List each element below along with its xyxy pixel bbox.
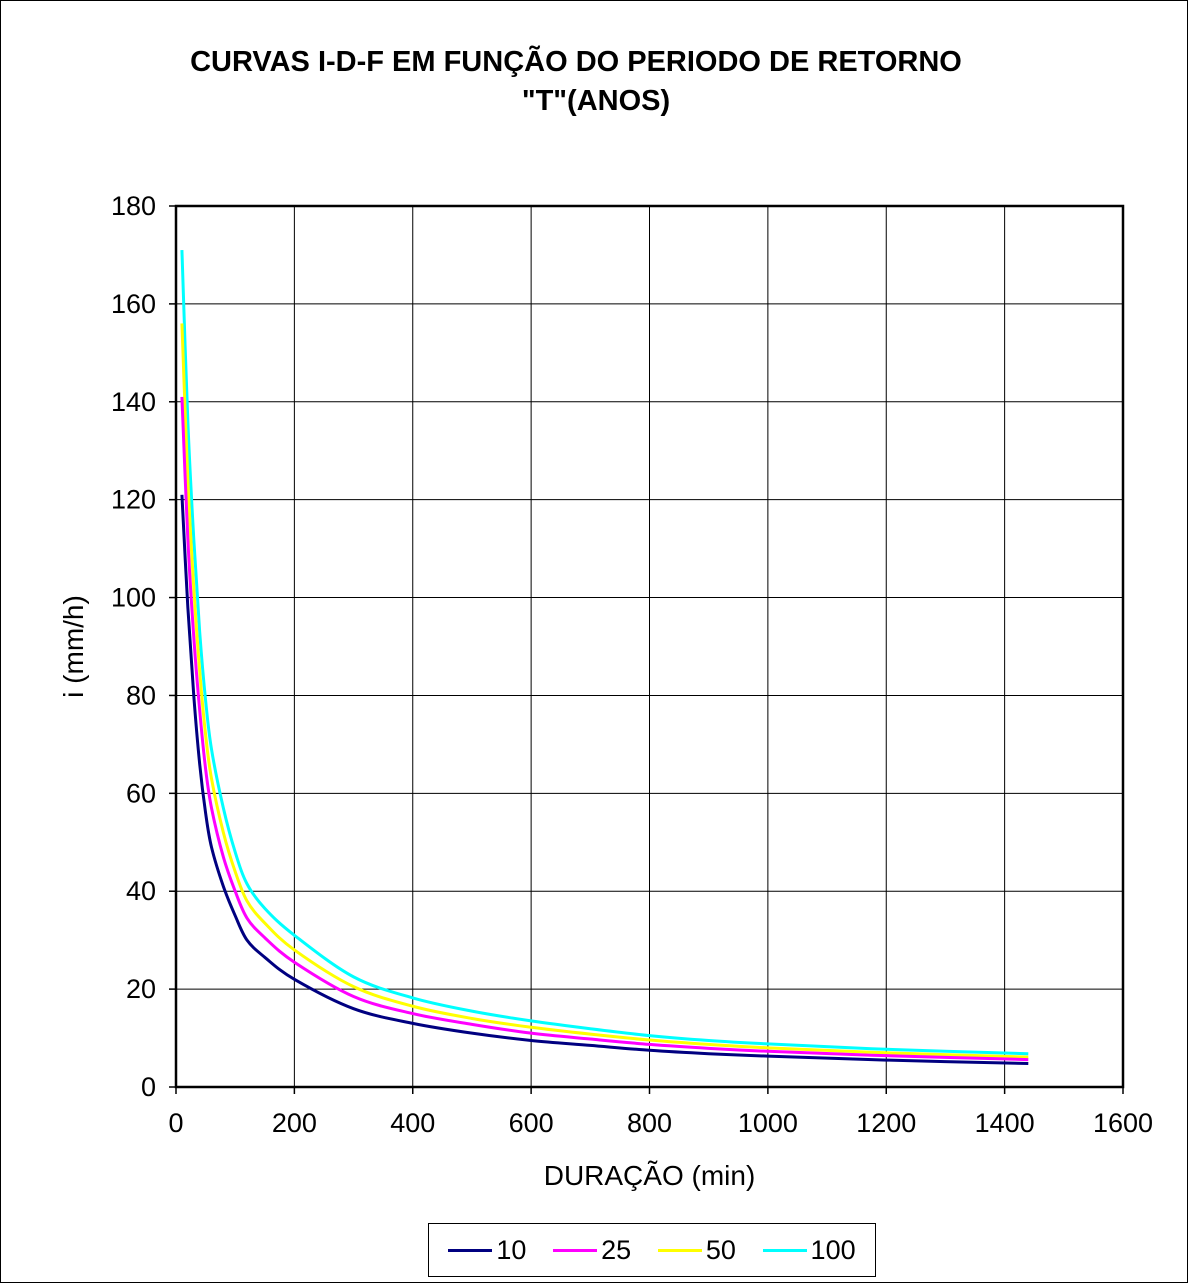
x-tick-label: 0 — [168, 1108, 183, 1138]
y-tick-label: 120 — [111, 485, 156, 515]
legend-label: 10 — [496, 1234, 527, 1265]
legend-label: 50 — [705, 1234, 736, 1265]
chart-subtitle: "T"(ANOS) — [521, 85, 671, 117]
legend-item-100: 100 — [762, 1234, 856, 1266]
legend-swatch — [762, 1248, 807, 1252]
x-tick-label: 800 — [627, 1108, 672, 1138]
y-tick-label: 160 — [111, 289, 156, 319]
tick-labels: 0 20 40 60 80 100 120 140 160 180 0 200 400 600 800 100… — [111, 191, 1153, 1138]
chart-title: CURVAS I-D-F EM FUNÇÃO DO PERIODO DE RET… — [190, 46, 962, 78]
series-line-25 — [180, 396, 1029, 1062]
series-line-100 — [180, 249, 1029, 1056]
legend-label: 100 — [810, 1234, 856, 1265]
y-tick-label: 100 — [111, 583, 156, 613]
y-tick-label: 180 — [111, 191, 156, 221]
y-tick-label: 0 — [141, 1072, 156, 1102]
x-tick-label: 200 — [272, 1108, 317, 1138]
y-tick-label: 140 — [111, 387, 156, 417]
x-axis-label: DURAÇÃO (min) — [544, 1160, 756, 1191]
series-layer — [180, 249, 1029, 1066]
x-tick-label: 1600 — [1093, 1108, 1153, 1138]
x-tick-label: 600 — [509, 1108, 554, 1138]
series-line-50 — [180, 323, 1029, 1059]
y-tick-label: 60 — [126, 778, 156, 808]
legend-item-10: 10 — [448, 1235, 526, 1266]
y-tick-label: 20 — [126, 974, 156, 1004]
x-tick-label: 1400 — [975, 1108, 1035, 1138]
x-tick-label: 1000 — [738, 1108, 798, 1138]
x-tick-label: 400 — [390, 1108, 435, 1138]
y-tick-label: 80 — [126, 680, 156, 710]
legend-label: 25 — [601, 1234, 632, 1265]
legend-item-25: 25 — [553, 1235, 631, 1266]
y-tick-label: 40 — [126, 876, 156, 906]
legend: 10 25 50 100 — [428, 1223, 876, 1277]
legend-swatch — [553, 1248, 598, 1252]
chart-svg: 0 20 40 60 80 100 120 140 160 180 0 200 400 600 800 100… — [58, 191, 1153, 1191]
y-axis-label: i (mm/h) — [58, 595, 89, 698]
legend-item-50: 50 — [657, 1234, 736, 1266]
series-line-10 — [180, 494, 1029, 1066]
x-tick-label: 1200 — [856, 1108, 916, 1138]
legend-swatch — [657, 1248, 702, 1252]
legend-swatch — [448, 1248, 493, 1252]
